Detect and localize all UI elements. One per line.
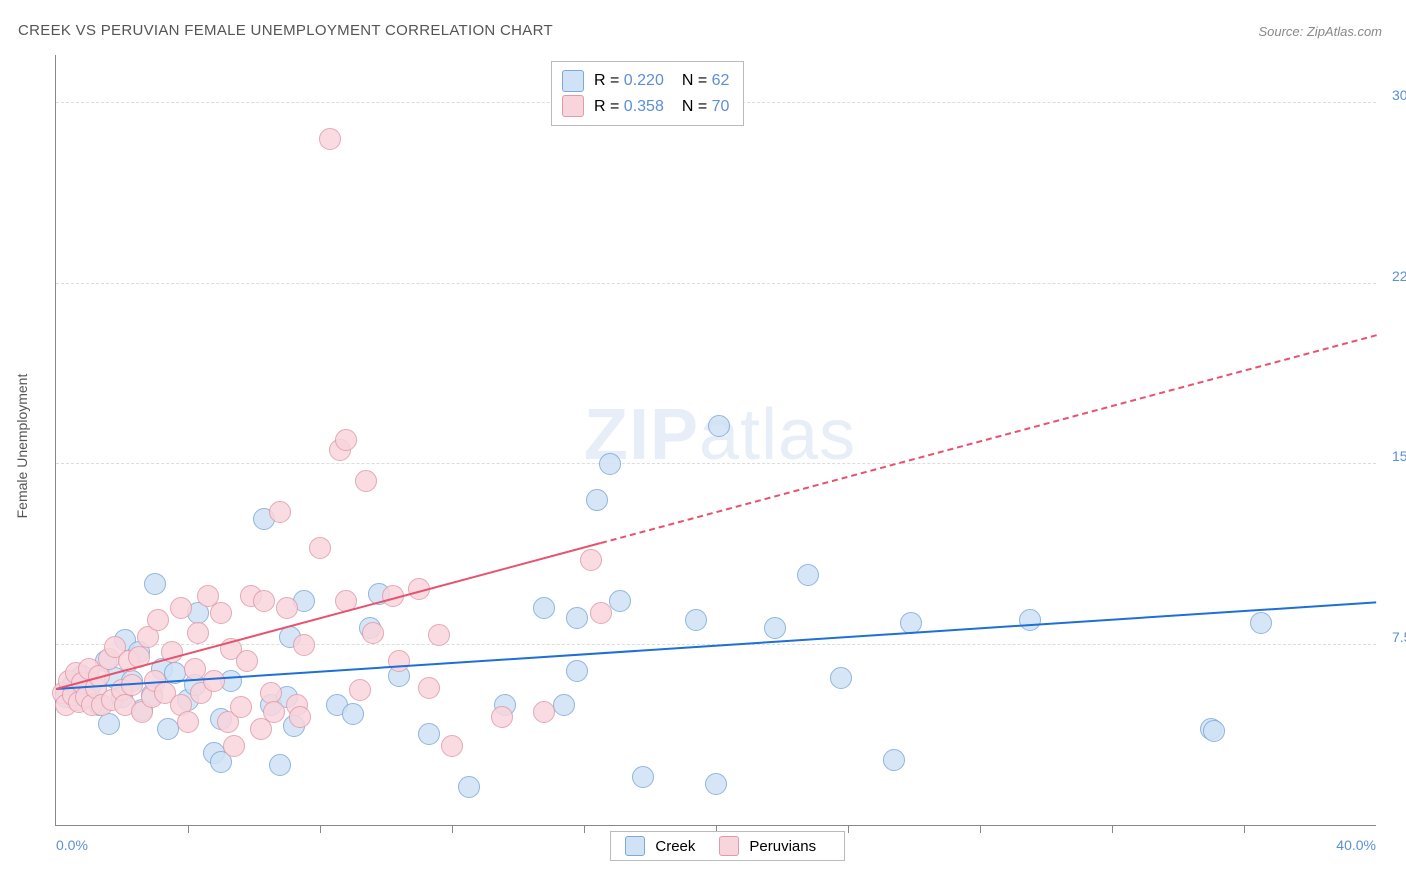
data-point [223, 735, 245, 757]
data-point [170, 597, 192, 619]
data-point [708, 415, 730, 437]
y-tick-label: 22.5% [1380, 268, 1406, 284]
data-point [319, 128, 341, 150]
data-point [491, 706, 513, 728]
data-point [187, 622, 209, 644]
legend-label: Peruvians [749, 838, 816, 855]
data-point [289, 706, 311, 728]
y-axis-label: Female Unemployment [14, 374, 30, 519]
data-point [566, 607, 588, 629]
data-point [236, 650, 258, 672]
data-point [1250, 612, 1272, 634]
gridline [56, 283, 1376, 284]
data-point [388, 650, 410, 672]
data-point [98, 713, 120, 735]
legend-swatch [562, 95, 584, 117]
data-point [632, 766, 654, 788]
scatter-plot-area: ZIPatlas 7.5%15.0%22.5%30.0%0.0%40.0%R =… [55, 55, 1376, 826]
x-tick [584, 825, 585, 833]
x-tick [1112, 825, 1113, 833]
data-point [309, 537, 331, 559]
data-point [586, 489, 608, 511]
data-point [269, 501, 291, 523]
x-tick [320, 825, 321, 833]
trend-line [56, 542, 601, 690]
data-point [566, 660, 588, 682]
data-point [210, 602, 232, 624]
data-point [147, 609, 169, 631]
legend-r-label: R = 0.358 [594, 94, 664, 120]
data-point [764, 617, 786, 639]
x-tick-label: 40.0% [1336, 837, 1376, 853]
data-point [609, 590, 631, 612]
x-tick [188, 825, 189, 833]
data-point [253, 590, 275, 612]
data-point [685, 609, 707, 631]
legend-swatch [562, 70, 584, 92]
legend-swatch [625, 836, 645, 856]
data-point [184, 658, 206, 680]
legend-n-label: N = 62 [682, 68, 730, 94]
legend-n-label: N = 70 [682, 94, 730, 120]
legend-row: R = 0.220 N = 62 [562, 68, 729, 94]
chart-title: CREEK VS PERUVIAN FEMALE UNEMPLOYMENT CO… [18, 22, 553, 39]
data-point [1019, 609, 1041, 631]
data-point [428, 624, 450, 646]
legend-series: Creek Peruvians [610, 831, 845, 861]
legend-swatch [719, 836, 739, 856]
data-point [533, 597, 555, 619]
data-point [230, 696, 252, 718]
data-point [144, 573, 166, 595]
data-point [797, 564, 819, 586]
x-tick [980, 825, 981, 833]
data-point [418, 677, 440, 699]
source-label: Source: ZipAtlas.com [1258, 24, 1382, 39]
data-point [355, 470, 377, 492]
data-point [157, 718, 179, 740]
data-point [705, 773, 727, 795]
data-point [276, 597, 298, 619]
data-point [441, 735, 463, 757]
trend-line [600, 335, 1376, 545]
legend-r-label: R = 0.220 [594, 68, 664, 94]
data-point [599, 453, 621, 475]
y-tick-label: 15.0% [1380, 448, 1406, 464]
data-point [533, 701, 555, 723]
data-point [362, 622, 384, 644]
data-point [553, 694, 575, 716]
legend-row: R = 0.358 N = 70 [562, 94, 729, 120]
data-point [177, 711, 199, 733]
legend-label: Creek [655, 838, 695, 855]
data-point [830, 667, 852, 689]
data-point [349, 679, 371, 701]
legend-stats: R = 0.220 N = 62 R = 0.358 N = 70 [551, 61, 744, 126]
data-point [458, 776, 480, 798]
data-point [269, 754, 291, 776]
data-point [883, 749, 905, 771]
data-point [263, 701, 285, 723]
y-tick-label: 7.5% [1380, 629, 1406, 645]
gridline [56, 463, 1376, 464]
data-point [203, 670, 225, 692]
x-tick [848, 825, 849, 833]
x-tick-label: 0.0% [56, 837, 88, 853]
data-point [418, 723, 440, 745]
data-point [335, 429, 357, 451]
data-point [590, 602, 612, 624]
trend-line [56, 602, 1376, 691]
data-point [293, 634, 315, 656]
x-tick [1244, 825, 1245, 833]
y-tick-label: 30.0% [1380, 87, 1406, 103]
data-point [342, 703, 364, 725]
data-point [580, 549, 602, 571]
x-tick [452, 825, 453, 833]
data-point [1203, 720, 1225, 742]
